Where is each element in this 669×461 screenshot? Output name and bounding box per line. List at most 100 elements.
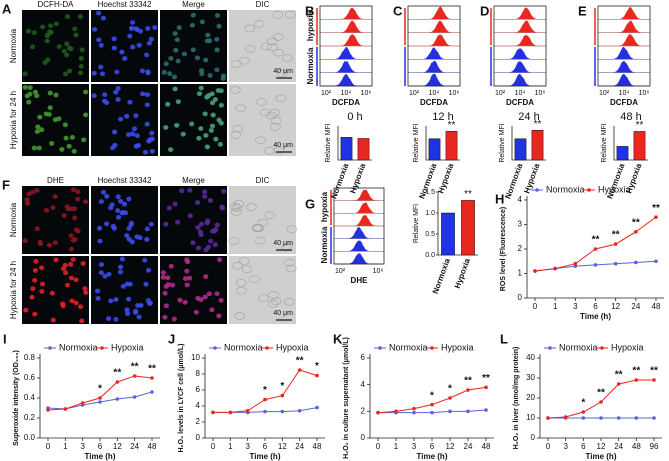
cell	[184, 282, 190, 288]
significance: **	[636, 120, 644, 131]
cell	[117, 264, 124, 270]
cell	[73, 32, 79, 38]
x-tick-label: 10⁴	[341, 90, 352, 97]
cell	[113, 316, 119, 322]
legend-label: Hypoxia	[441, 342, 474, 352]
bar	[514, 138, 527, 161]
histogram	[334, 189, 384, 201]
cell	[98, 64, 104, 70]
cell	[61, 48, 67, 54]
y-tick-label: 6	[196, 385, 201, 394]
cell	[165, 101, 171, 107]
cell	[235, 279, 247, 287]
data-point	[546, 416, 550, 420]
data-point	[297, 409, 302, 413]
x-tick-label: 10²	[335, 268, 346, 275]
y-axis-label: H₂O₂ levels in LYCF cell (μmol/L)	[178, 343, 185, 452]
cell	[65, 206, 72, 212]
panel-label: G	[305, 196, 315, 211]
legend-marker	[100, 346, 104, 350]
x-tick-label: 48	[313, 442, 322, 451]
histogram	[598, 46, 650, 60]
data-point	[46, 408, 50, 412]
bar	[531, 130, 544, 161]
panel-label: L	[500, 331, 508, 346]
x-tick-label: 6	[581, 442, 586, 451]
cell	[231, 60, 242, 68]
cell	[148, 221, 154, 227]
x-tick-label: 10⁶	[449, 90, 460, 97]
cell	[146, 138, 152, 144]
cell	[145, 70, 151, 76]
data-point	[634, 230, 638, 234]
cell	[25, 28, 32, 34]
cell	[174, 219, 181, 225]
cell	[108, 205, 114, 211]
histogram	[408, 34, 460, 47]
panel-label: A	[2, 1, 12, 16]
cell	[62, 122, 68, 128]
cell	[61, 213, 67, 218]
cell	[73, 277, 79, 283]
legend-label: Hypoxia	[611, 342, 644, 352]
cell	[124, 113, 130, 119]
cell	[244, 44, 256, 53]
data-point	[211, 410, 215, 415]
cell	[147, 300, 153, 306]
x-tick-label: 6	[98, 442, 103, 451]
cell	[34, 129, 40, 134]
histogram	[320, 34, 372, 47]
data-point	[132, 374, 137, 378]
cell	[72, 206, 78, 212]
cell	[120, 209, 126, 215]
cell	[39, 281, 46, 287]
cell	[163, 284, 169, 289]
data-point	[484, 408, 488, 412]
data-point	[654, 215, 658, 219]
cell	[216, 257, 223, 263]
x-tick-label: 3	[412, 442, 417, 451]
histogram	[494, 34, 546, 47]
cell	[118, 116, 124, 122]
cell	[75, 189, 81, 195]
cell	[113, 89, 119, 95]
cell	[165, 275, 171, 281]
cell	[285, 264, 297, 273]
cell	[271, 116, 282, 125]
cell	[50, 205, 56, 210]
y-axis-label: Relative MFI	[325, 123, 332, 162]
x-tick-label: 10⁶	[373, 268, 384, 275]
x-tick-label: 6	[430, 442, 435, 451]
cell	[172, 31, 178, 36]
cell	[82, 286, 88, 291]
cell	[198, 297, 204, 303]
x-tick-label: 48	[482, 442, 491, 451]
cell	[198, 68, 205, 73]
x-tick-label: 24	[631, 302, 640, 311]
cell	[190, 47, 196, 53]
cell	[70, 257, 76, 262]
cell	[221, 188, 227, 194]
x-axis-label: DCFDA	[506, 98, 534, 107]
cell	[216, 313, 222, 319]
cell	[111, 36, 117, 42]
cell	[82, 199, 89, 205]
y-axis-label: ROS level (Fluorescence)	[500, 207, 507, 291]
micrograph	[229, 186, 296, 254]
x-axis-label: Time (h)	[580, 312, 611, 321]
cell	[37, 114, 43, 120]
y-tick-label: 4	[361, 380, 366, 389]
x-tick-label: 10⁶	[535, 90, 546, 97]
cell	[47, 90, 53, 96]
cell	[171, 316, 177, 322]
legend-marker	[378, 346, 382, 350]
cell	[207, 73, 213, 78]
cell	[106, 271, 112, 277]
y-tick-label: 0.4	[24, 393, 36, 402]
x-tick-label: 48	[652, 302, 661, 311]
legend-marker	[548, 346, 552, 350]
x-tick-label: 10⁴	[515, 90, 526, 97]
cell	[202, 294, 208, 300]
cell	[39, 127, 45, 133]
row-label: Hypoxia for 24 h	[9, 261, 18, 319]
